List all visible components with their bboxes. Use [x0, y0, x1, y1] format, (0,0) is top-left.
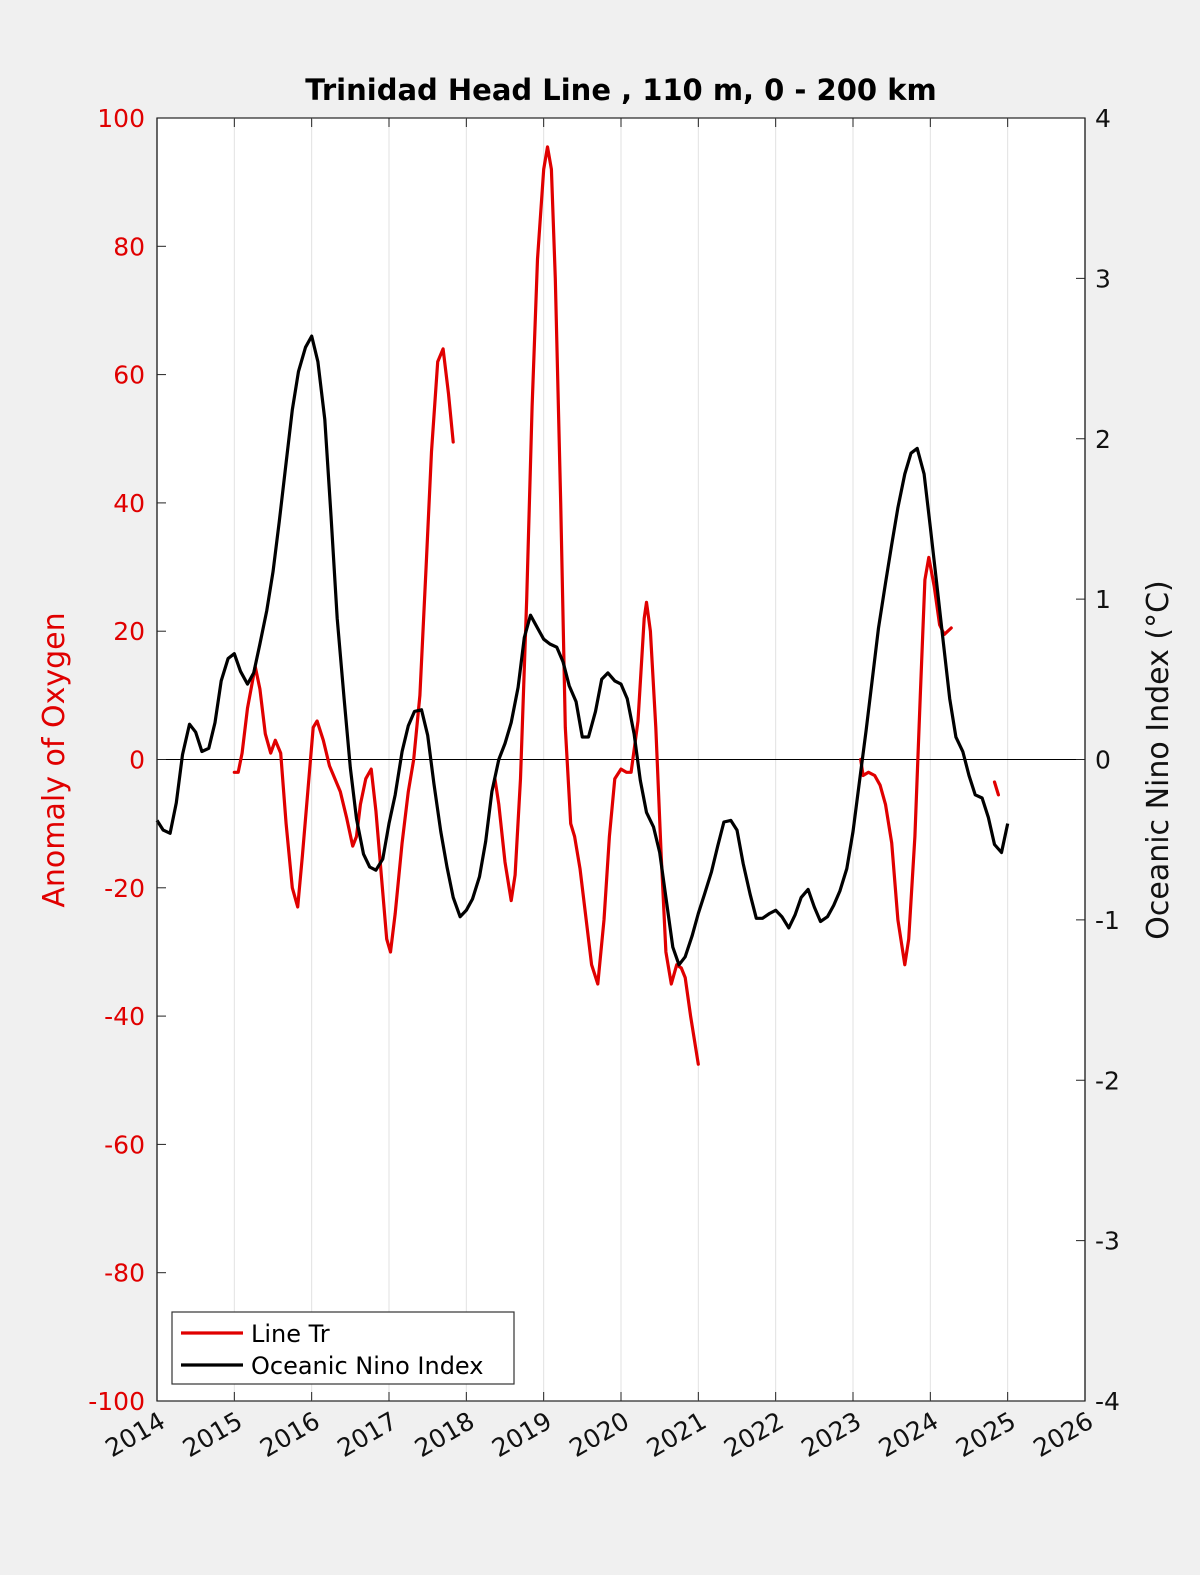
left-tick-label: 0 [129, 746, 145, 775]
left-tick-label: -60 [104, 1130, 145, 1159]
right-tick-label: -1 [1095, 906, 1120, 935]
right-tick-label: -3 [1095, 1227, 1120, 1256]
legend-box [171, 1311, 515, 1385]
left-tick-label: 80 [113, 232, 145, 261]
left-tick-label: 20 [113, 617, 145, 646]
left-tick-label: -100 [88, 1387, 145, 1416]
right-tick-label: 3 [1095, 264, 1111, 293]
line-tr-segment [232, 347, 455, 954]
line-tr-segment [992, 780, 1000, 797]
left-tick-label: -20 [104, 874, 145, 903]
left-tick-label: 100 [97, 104, 145, 133]
legend-label-line-tr: Line Tr [251, 1320, 330, 1348]
right-axis-label: Oceanic Nino Index (°C) [1141, 580, 1176, 940]
series-line-tr [232, 145, 1000, 1066]
right-tick-label: -4 [1095, 1387, 1120, 1416]
legend-label-oni: Oceanic Nino Index [251, 1352, 483, 1380]
line-tr-segment [859, 555, 953, 967]
left-axis-label: Anomaly of Oxygen [37, 612, 72, 907]
left-y-axis: 100 80 60 40 20 0 -20 -40 -60 -80 -100 [88, 104, 166, 1416]
series-oceanic-nino-index [155, 334, 1010, 967]
right-tick-label: -2 [1095, 1066, 1120, 1095]
left-tick-label: 60 [113, 361, 145, 390]
left-tick-label: -40 [104, 1002, 145, 1031]
line-tr-segment [493, 145, 700, 1066]
chart-title: Trinidad Head Line , 110 m, 0 - 200 km [305, 73, 936, 107]
right-y-axis: 4 3 2 1 0 -1 -2 -3 -4 [1076, 104, 1120, 1416]
legend: Line Tr Oceanic Nino Index [171, 1311, 515, 1385]
right-tick-label: 1 [1095, 585, 1111, 614]
right-tick-label: 4 [1095, 104, 1111, 133]
left-tick-label: -80 [104, 1259, 145, 1288]
right-tick-label: 2 [1095, 425, 1111, 454]
right-tick-label: 0 [1095, 746, 1111, 775]
left-tick-label: 40 [113, 489, 145, 518]
series-layer [155, 145, 1010, 1066]
